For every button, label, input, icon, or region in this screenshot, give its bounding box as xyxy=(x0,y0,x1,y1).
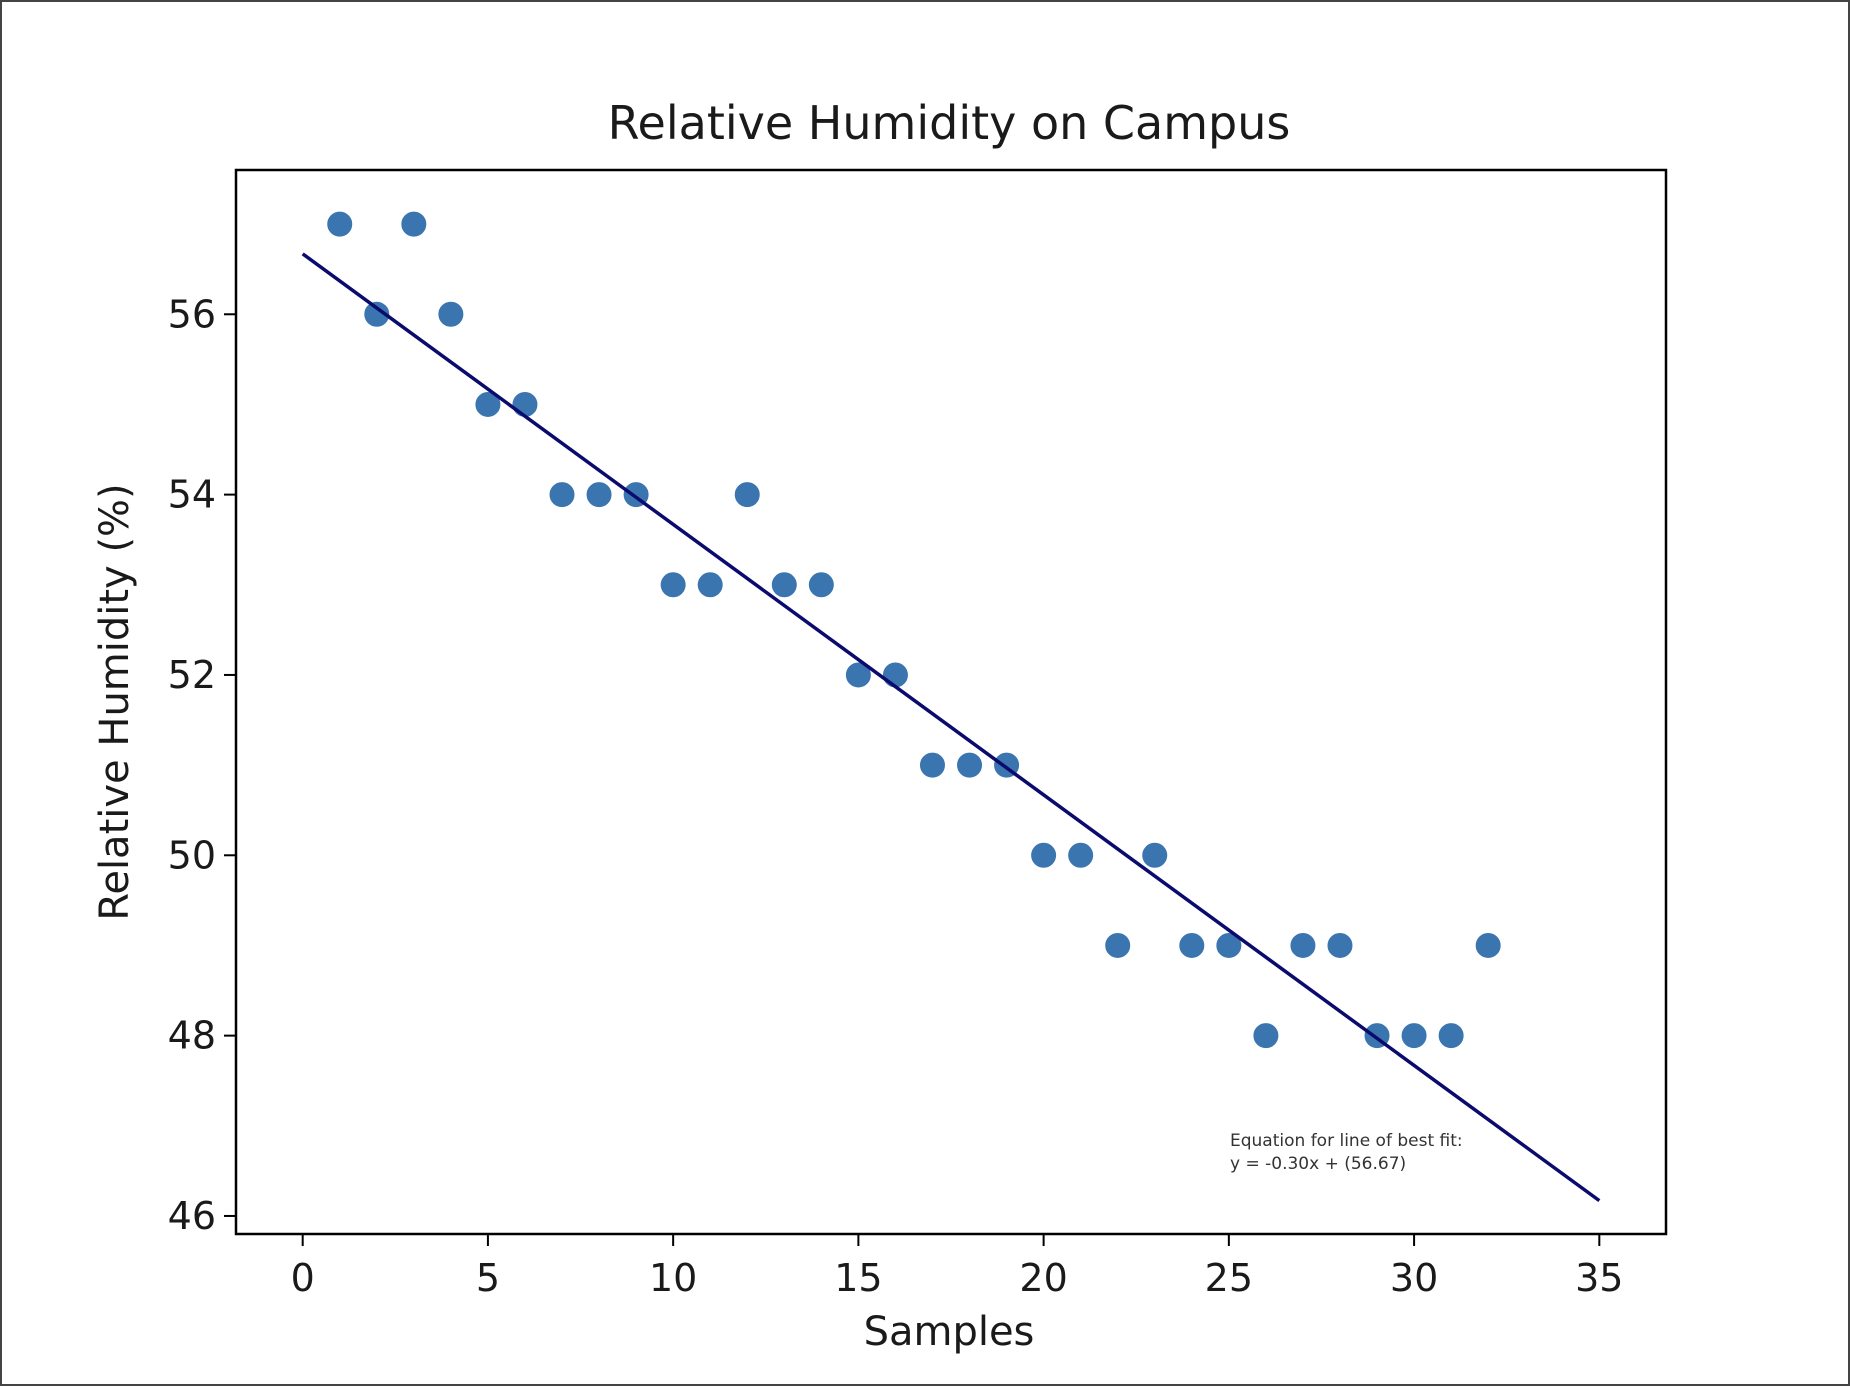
data-point xyxy=(326,210,354,238)
data-point xyxy=(1437,1022,1465,1050)
data-point xyxy=(807,571,835,599)
x-tick-label: 25 xyxy=(1205,1256,1253,1300)
data-point xyxy=(659,571,687,599)
data-point xyxy=(844,661,872,689)
data-point xyxy=(1400,1022,1428,1050)
x-tick-label: 0 xyxy=(291,1256,315,1300)
data-point xyxy=(1030,841,1058,869)
y-tick-label: 56 xyxy=(168,292,216,336)
data-point xyxy=(1104,931,1132,959)
data-point xyxy=(1067,841,1095,869)
fit-equation-value: y = -0.30x + (56.67) xyxy=(1230,1154,1406,1174)
y-axis: 46 48 50 52 54 56 xyxy=(168,292,236,1238)
y-axis-label: Relative Humidity (%) xyxy=(92,483,138,920)
plot-frame xyxy=(234,168,1668,1236)
data-point xyxy=(1252,1022,1280,1050)
data-point xyxy=(1215,931,1243,959)
data-point xyxy=(1178,931,1206,959)
data-point xyxy=(1474,931,1502,959)
chart-title: Relative Humidity on Campus xyxy=(608,96,1291,150)
data-point xyxy=(696,571,724,599)
fit-equation-label: Equation for line of best fit: xyxy=(1230,1131,1463,1151)
x-tick-label: 35 xyxy=(1575,1256,1623,1300)
best-fit-line xyxy=(301,252,1601,1203)
y-tick-label: 50 xyxy=(168,833,216,877)
x-axis: 0 5 10 15 20 25 30 35 xyxy=(291,1234,1623,1300)
x-tick-label: 15 xyxy=(834,1256,882,1300)
y-tick-label: 54 xyxy=(168,473,216,517)
data-point xyxy=(474,390,502,418)
data-point xyxy=(363,300,391,328)
plot-area xyxy=(301,210,1601,1203)
data-point xyxy=(1141,841,1169,869)
data-point xyxy=(1289,931,1317,959)
data-point xyxy=(585,481,613,509)
x-tick-label: 20 xyxy=(1019,1256,1067,1300)
x-axis-label: Samples xyxy=(864,1309,1035,1355)
data-point xyxy=(400,210,428,238)
data-point xyxy=(548,481,576,509)
data-point xyxy=(1326,931,1354,959)
data-point xyxy=(956,751,984,779)
data-point xyxy=(511,390,539,418)
y-tick-label: 52 xyxy=(168,653,216,697)
data-point xyxy=(770,571,798,599)
y-tick-label: 46 xyxy=(168,1194,216,1238)
data-point xyxy=(437,300,465,328)
data-point xyxy=(733,481,761,509)
data-point xyxy=(881,661,909,689)
y-tick-label: 48 xyxy=(168,1014,216,1058)
x-tick-label: 10 xyxy=(649,1256,697,1300)
x-tick-label: 30 xyxy=(1390,1256,1438,1300)
x-tick-label: 5 xyxy=(476,1256,500,1300)
data-point xyxy=(918,751,946,779)
